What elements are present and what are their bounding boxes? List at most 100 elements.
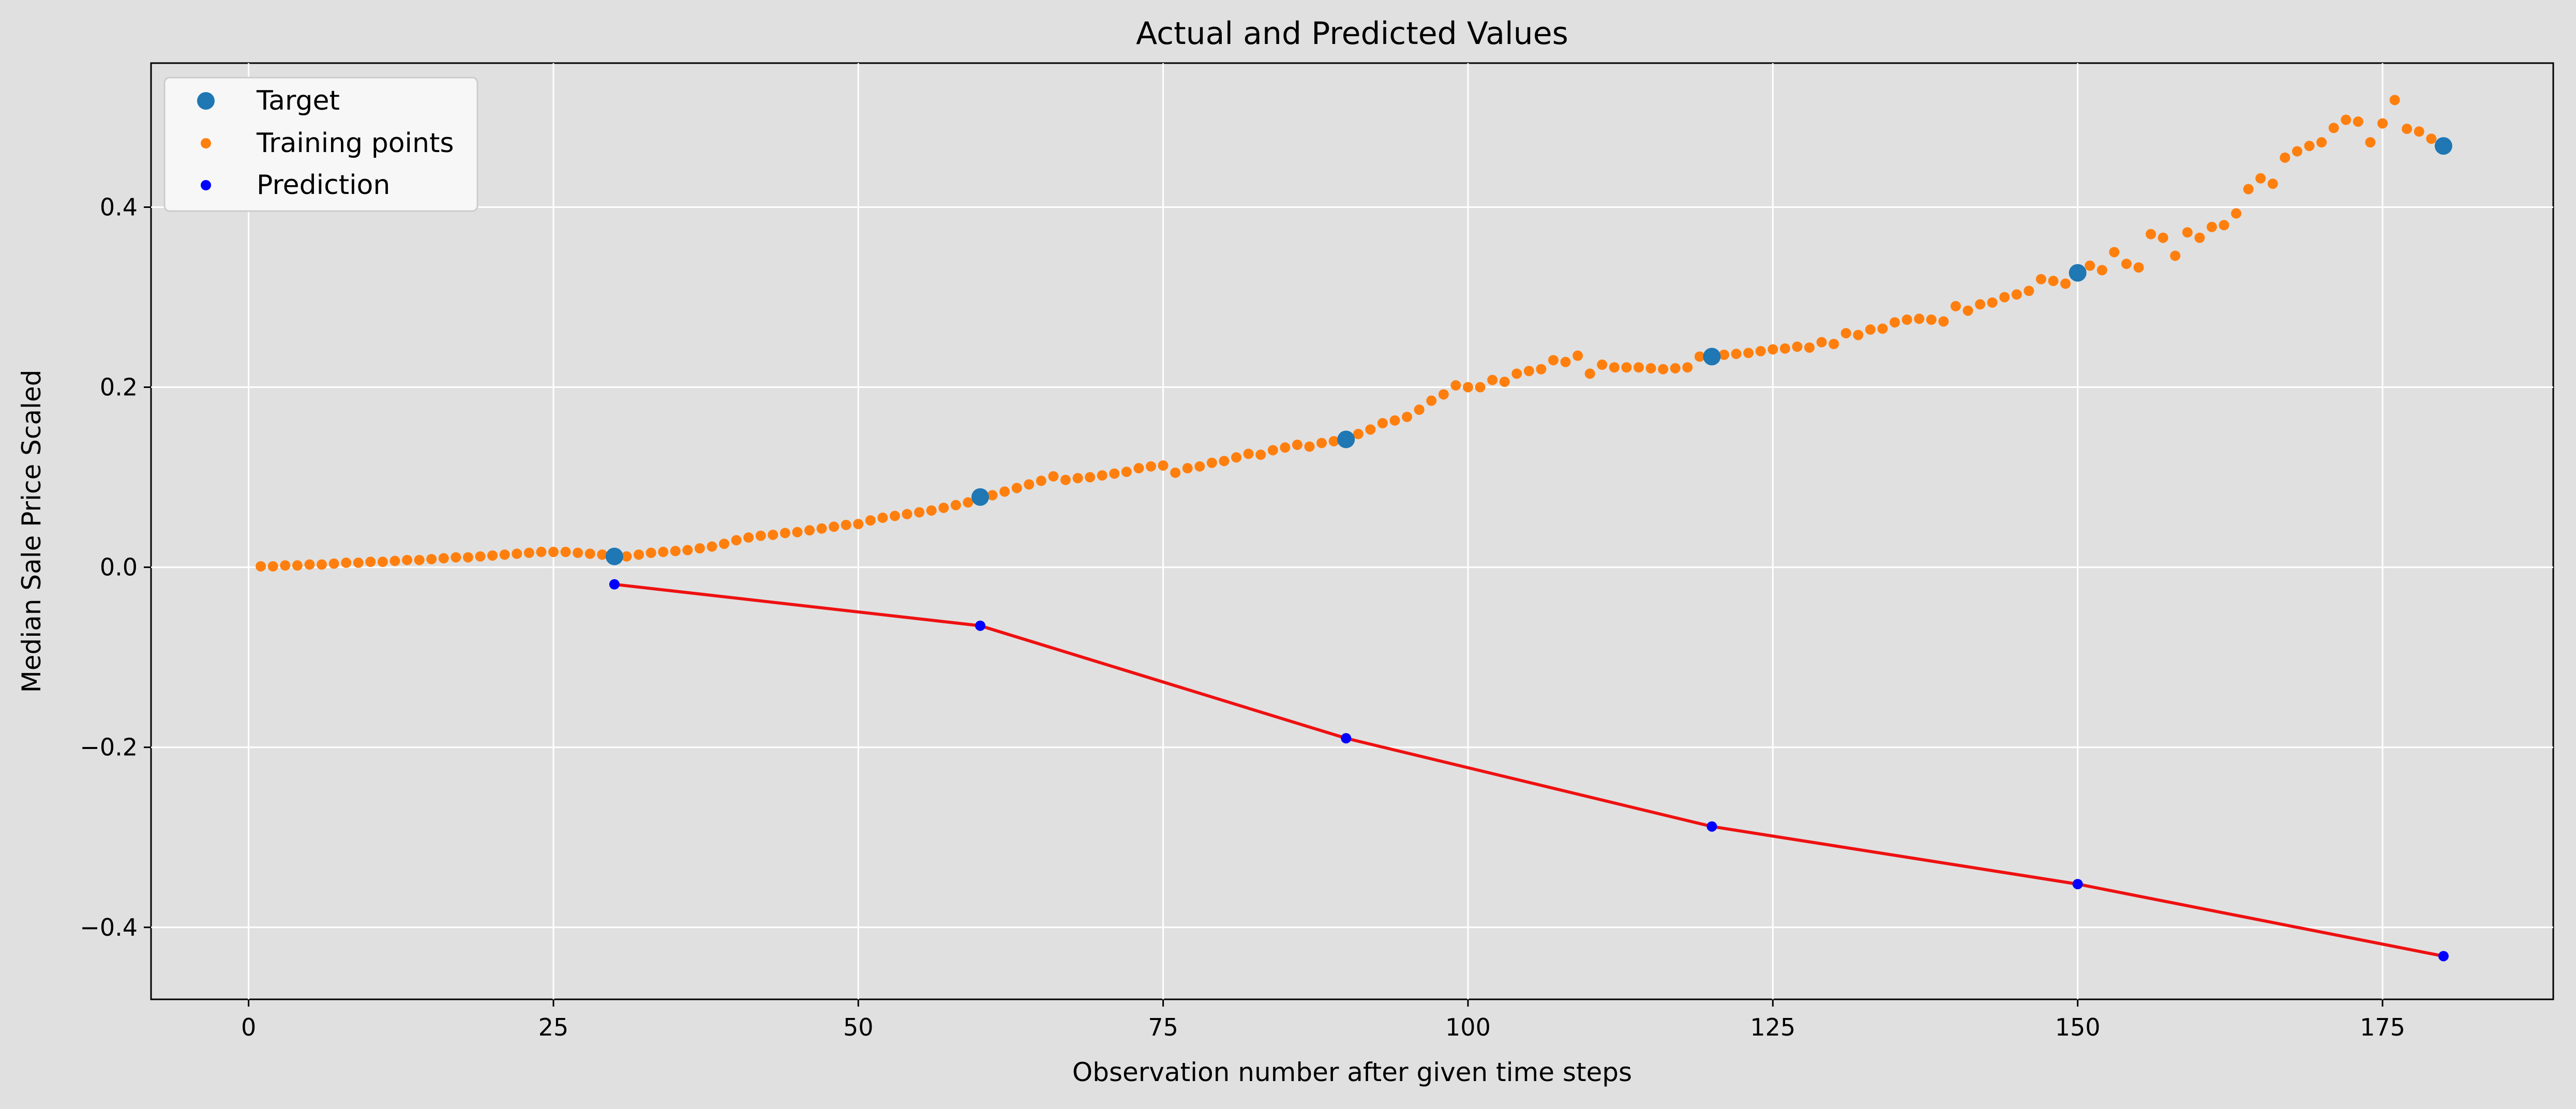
training-point: [1511, 368, 1522, 379]
training-point: [2377, 118, 2388, 129]
training-point: [1146, 461, 1157, 472]
plot-area: [150, 62, 2554, 1000]
training-point: [2194, 232, 2205, 243]
training-point: [1011, 483, 1022, 493]
training-point: [1280, 442, 1291, 453]
training-point: [1109, 468, 1120, 479]
training-point: [1584, 368, 1595, 379]
training-point: [1694, 351, 1705, 362]
y-tick-label: 0.4: [100, 193, 138, 221]
prediction-point: [2072, 879, 2083, 890]
axis-ticks: 0 25 50 75 100 125 150 175 −0.4 −0.2 0.0 0.2 0.4: [80, 193, 2405, 1041]
training-point: [1865, 324, 1876, 335]
target-point: [971, 488, 990, 506]
training-point: [280, 560, 291, 571]
legend-label-target: Target: [256, 85, 340, 116]
training-point: [1048, 471, 1059, 482]
training-point: [2426, 133, 2437, 144]
training-point: [512, 548, 522, 559]
training-point: [1816, 337, 1827, 348]
x-tick-label: 100: [1445, 1013, 1491, 1041]
legend-label-prediction: Prediction: [257, 170, 390, 201]
training-point: [2231, 208, 2242, 219]
training-point: [1085, 472, 1096, 483]
training-point: [2255, 173, 2266, 184]
training-point: [2096, 265, 2107, 276]
training-point: [914, 507, 925, 518]
training-point: [1219, 456, 1230, 467]
y-tick-label: −0.2: [80, 733, 138, 761]
legend-label-training: Training points: [256, 128, 454, 159]
training-point: [1133, 463, 1144, 474]
training-point: [1536, 364, 1547, 374]
training-point: [938, 502, 949, 513]
training-point: [792, 527, 803, 537]
training-point: [633, 549, 644, 560]
training-point: [2414, 126, 2424, 137]
training-point: [1877, 323, 1888, 334]
training-point: [328, 558, 339, 569]
prediction-line: [614, 582, 2444, 958]
training-point: [2146, 229, 2156, 239]
training-point: [1901, 314, 1912, 325]
training-point: [2341, 114, 2352, 125]
training-point: [2158, 232, 2168, 243]
training-point: [2280, 152, 2290, 163]
training-point: [804, 525, 815, 536]
training-point: [2048, 276, 2059, 287]
training-point: [1487, 374, 1498, 385]
training-point: [1621, 362, 1632, 373]
training-point: [426, 553, 437, 564]
training-point: [341, 557, 352, 568]
training-point: [304, 559, 315, 570]
training-point: [1182, 463, 1193, 474]
training-point: [1499, 377, 1510, 387]
training-point: [414, 554, 425, 565]
target-point: [2069, 264, 2087, 282]
training-point: [1768, 344, 1778, 355]
prediction-point: [975, 620, 986, 631]
training-point: [1121, 467, 1132, 477]
y-axis-label: Median Sale Price Scaled: [17, 370, 47, 693]
training-point: [1829, 339, 1839, 349]
prediction-point: [2438, 951, 2449, 962]
training-point: [646, 547, 656, 558]
training-point: [1938, 316, 1949, 327]
legend-marker-target: [197, 92, 215, 110]
x-tick-label: 25: [538, 1013, 569, 1041]
training-point: [829, 521, 840, 532]
target-point: [605, 547, 623, 565]
training-point: [950, 500, 961, 511]
training-point: [621, 551, 632, 562]
training-point: [597, 549, 608, 560]
training-point: [390, 556, 400, 566]
training-point: [731, 535, 742, 546]
legend-box: [163, 77, 478, 212]
training-point: [267, 561, 278, 572]
training-point: [1304, 441, 1315, 452]
training-point: [1194, 461, 1205, 472]
x-tick-label: 50: [843, 1013, 874, 1041]
training-point: [877, 512, 888, 523]
training-point: [1353, 429, 1364, 440]
training-point: [1316, 438, 1327, 448]
training-point: [1170, 467, 1181, 478]
prediction-point: [1706, 821, 1717, 832]
training-point: [768, 529, 778, 540]
legend: Target Training points Prediction: [163, 77, 478, 212]
training-point: [1438, 389, 1449, 400]
training-point: [438, 553, 449, 564]
training-point: [1389, 415, 1400, 426]
x-tick-label: 150: [2055, 1013, 2101, 1041]
training-point: [1243, 448, 1254, 459]
training-point: [2109, 247, 2120, 258]
x-tick-label: 0: [241, 1013, 256, 1041]
training-point: [2182, 227, 2193, 238]
training-point: [999, 486, 1010, 497]
training-point: [743, 532, 754, 543]
training-point: [1914, 313, 1925, 324]
training-point: [1231, 452, 1242, 463]
training-point: [475, 551, 486, 562]
